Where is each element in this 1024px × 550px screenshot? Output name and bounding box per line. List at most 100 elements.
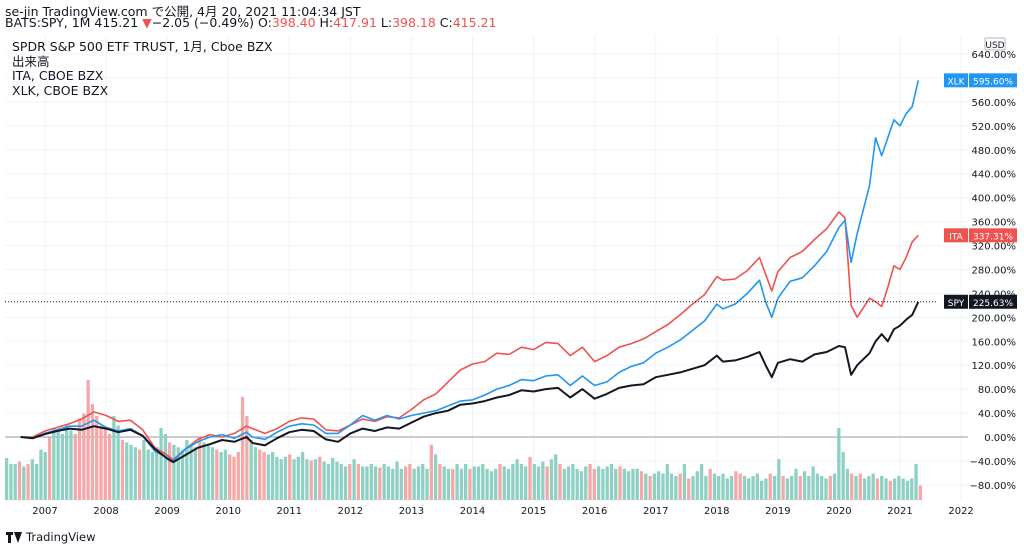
x-tick-label: 2016: [582, 506, 607, 517]
volume-bar: [163, 434, 168, 500]
volume-bar: [725, 478, 729, 500]
volume-bar: [275, 456, 279, 500]
volume-bar: [107, 434, 112, 500]
legend-main-series[interactable]: SPDR S&P 500 ETF TRUST, 1月, Cboe BZX: [12, 39, 273, 54]
y-tick-label: 160.00%: [972, 337, 1017, 348]
y-tick-label: 400.00%: [972, 194, 1017, 205]
volume-bar: [206, 444, 210, 500]
volume-bar: [802, 471, 807, 500]
y-tick-label: 280.00%: [972, 265, 1017, 276]
volume-bar: [790, 476, 794, 500]
volume-bar: [875, 478, 880, 500]
ita-series-line[interactable]: [20, 211, 919, 461]
volume-bar: [888, 480, 892, 500]
tradingview-logo-text: TradingView: [26, 530, 96, 544]
low-value: 398.18: [392, 15, 436, 30]
volume-bar: [339, 464, 343, 500]
volume-bar: [39, 449, 43, 500]
volume-bar: [511, 464, 515, 500]
volume-bar: [219, 452, 223, 500]
y-tick-label: 0.00%: [984, 433, 1016, 444]
y-tick-label: 200.00%: [972, 313, 1017, 324]
volume-bar: [524, 466, 528, 500]
x-tick-label: 2012: [338, 506, 363, 517]
volume-bar: [712, 473, 717, 500]
volume-bar: [142, 440, 146, 500]
volume-bar: [288, 454, 292, 500]
x-tick-label: 2017: [643, 506, 668, 517]
volume-bar: [858, 473, 862, 500]
volume-bar: [446, 468, 451, 500]
volume-bar: [687, 478, 691, 500]
symbol-price: BATS:SPY, 1M 415.21: [5, 15, 139, 30]
volume-bar: [13, 464, 17, 500]
volume-bar: [815, 473, 820, 500]
volume-bar: [403, 466, 408, 500]
volume-bar: [901, 478, 905, 500]
volume-bar: [755, 473, 759, 500]
volume-bar: [215, 449, 219, 500]
legend-xlk[interactable]: XLK, CBOE BZX: [12, 82, 109, 98]
volume-bar: [657, 471, 661, 500]
volume-bar: [412, 468, 416, 500]
volume-bar: [622, 468, 627, 500]
volume-bar: [820, 476, 824, 500]
x-tick-label: 2019: [765, 506, 790, 517]
y-tick-label: −40.00%: [969, 457, 1016, 468]
volume-bar: [717, 476, 721, 500]
x-tick-label: 2014: [460, 506, 485, 517]
volume-bar: [129, 444, 133, 500]
volume-bar: [751, 476, 755, 500]
volume-bar: [305, 459, 309, 500]
volume-bar: [86, 380, 90, 500]
volume-bar: [279, 459, 283, 500]
volume-bar: [318, 456, 322, 500]
volume-bar: [588, 464, 592, 500]
legend-volume[interactable]: 出来高: [12, 53, 50, 69]
volume-bar: [202, 442, 206, 500]
volume-bar: [9, 464, 13, 500]
spy-series-line[interactable]: [20, 301, 920, 464]
volume-bar: [777, 459, 781, 500]
volume-bar: [566, 466, 571, 500]
volume-bar: [609, 464, 614, 500]
volume-bar: [828, 476, 832, 500]
volume-bar: [262, 452, 266, 500]
volume-bar: [918, 485, 922, 500]
volume-bar: [99, 425, 103, 500]
volume-bar: [562, 468, 566, 500]
volume-bar: [747, 478, 751, 500]
x-tick-label: 2011: [277, 506, 302, 517]
volume-bar: [592, 468, 596, 500]
volume-bar: [77, 418, 82, 500]
y-tick-label: 520.00%: [972, 122, 1017, 133]
volume-bar: [734, 471, 738, 500]
x-tick-label: 2010: [215, 506, 240, 517]
volume-bar: [841, 452, 845, 500]
volume-bar: [571, 464, 575, 500]
legend-ita[interactable]: ITA, CBOE BZX: [12, 68, 104, 83]
volume-bar: [137, 449, 142, 500]
volume-bar: [455, 464, 459, 500]
down-arrow-icon: ▼: [142, 15, 152, 30]
x-tick-label: 2009: [154, 506, 179, 517]
close-value: 415.21: [452, 15, 497, 30]
tradingview-logo[interactable]: TradingView: [6, 530, 95, 544]
x-tick-label: 2022: [948, 506, 973, 517]
ita-name-tag-text: ITA: [949, 232, 963, 242]
volume-bar: [837, 428, 841, 500]
volume-bar: [532, 464, 536, 500]
volume-bar: [880, 476, 884, 500]
y-tick-label: 80.00%: [978, 385, 1016, 396]
volume-bar: [26, 464, 30, 500]
volume-bar: [515, 459, 519, 500]
volume-bar: [554, 454, 558, 500]
volume-bar: [69, 430, 73, 500]
volume-bar: [172, 444, 176, 500]
volume-bar: [361, 466, 365, 500]
volume-bar: [468, 468, 472, 500]
volume-bar: [601, 468, 605, 500]
volume-bar: [854, 476, 858, 500]
xlk-series-line[interactable]: [20, 80, 920, 462]
